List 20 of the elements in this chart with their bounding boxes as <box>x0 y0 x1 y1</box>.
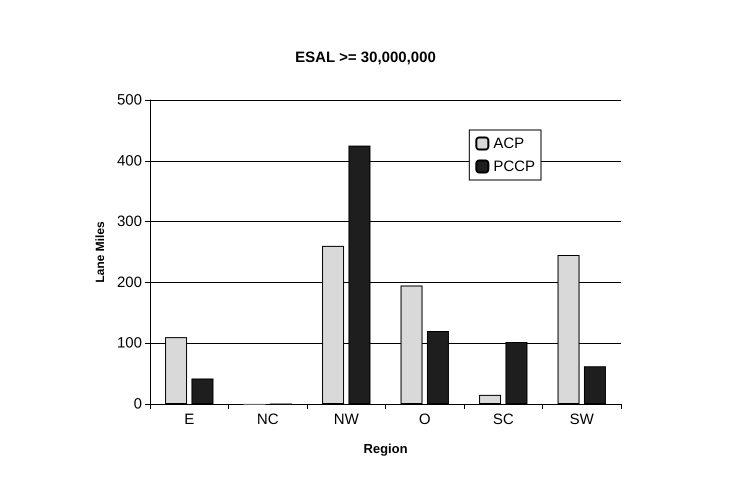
x-tick-label: SC <box>492 411 514 428</box>
bar <box>191 378 214 404</box>
legend-label: PCCP <box>493 158 536 175</box>
chart-title: ESAL >= 30,000,000 <box>295 49 436 66</box>
bar <box>479 394 502 404</box>
x-tick-label: SW <box>570 411 595 428</box>
y-tick-label: 300 <box>116 213 142 230</box>
x-tick-label: NW <box>334 411 360 428</box>
x-tick-label: O <box>418 411 431 428</box>
y-tick-label: 0 <box>134 396 142 412</box>
y-tick-label: 200 <box>116 274 142 291</box>
y-axis-title: Lane Miles <box>93 221 108 283</box>
legend-label: ACP <box>493 135 524 152</box>
x-tick-label: NC <box>256 411 279 428</box>
y-tick-label: 400 <box>116 152 142 170</box>
y-tick-label: 100 <box>116 334 142 352</box>
bar <box>584 366 606 404</box>
y-tick-label: 500 <box>116 92 142 108</box>
x-axis-title: Region <box>363 441 408 456</box>
x-tick-label: E <box>184 411 194 428</box>
